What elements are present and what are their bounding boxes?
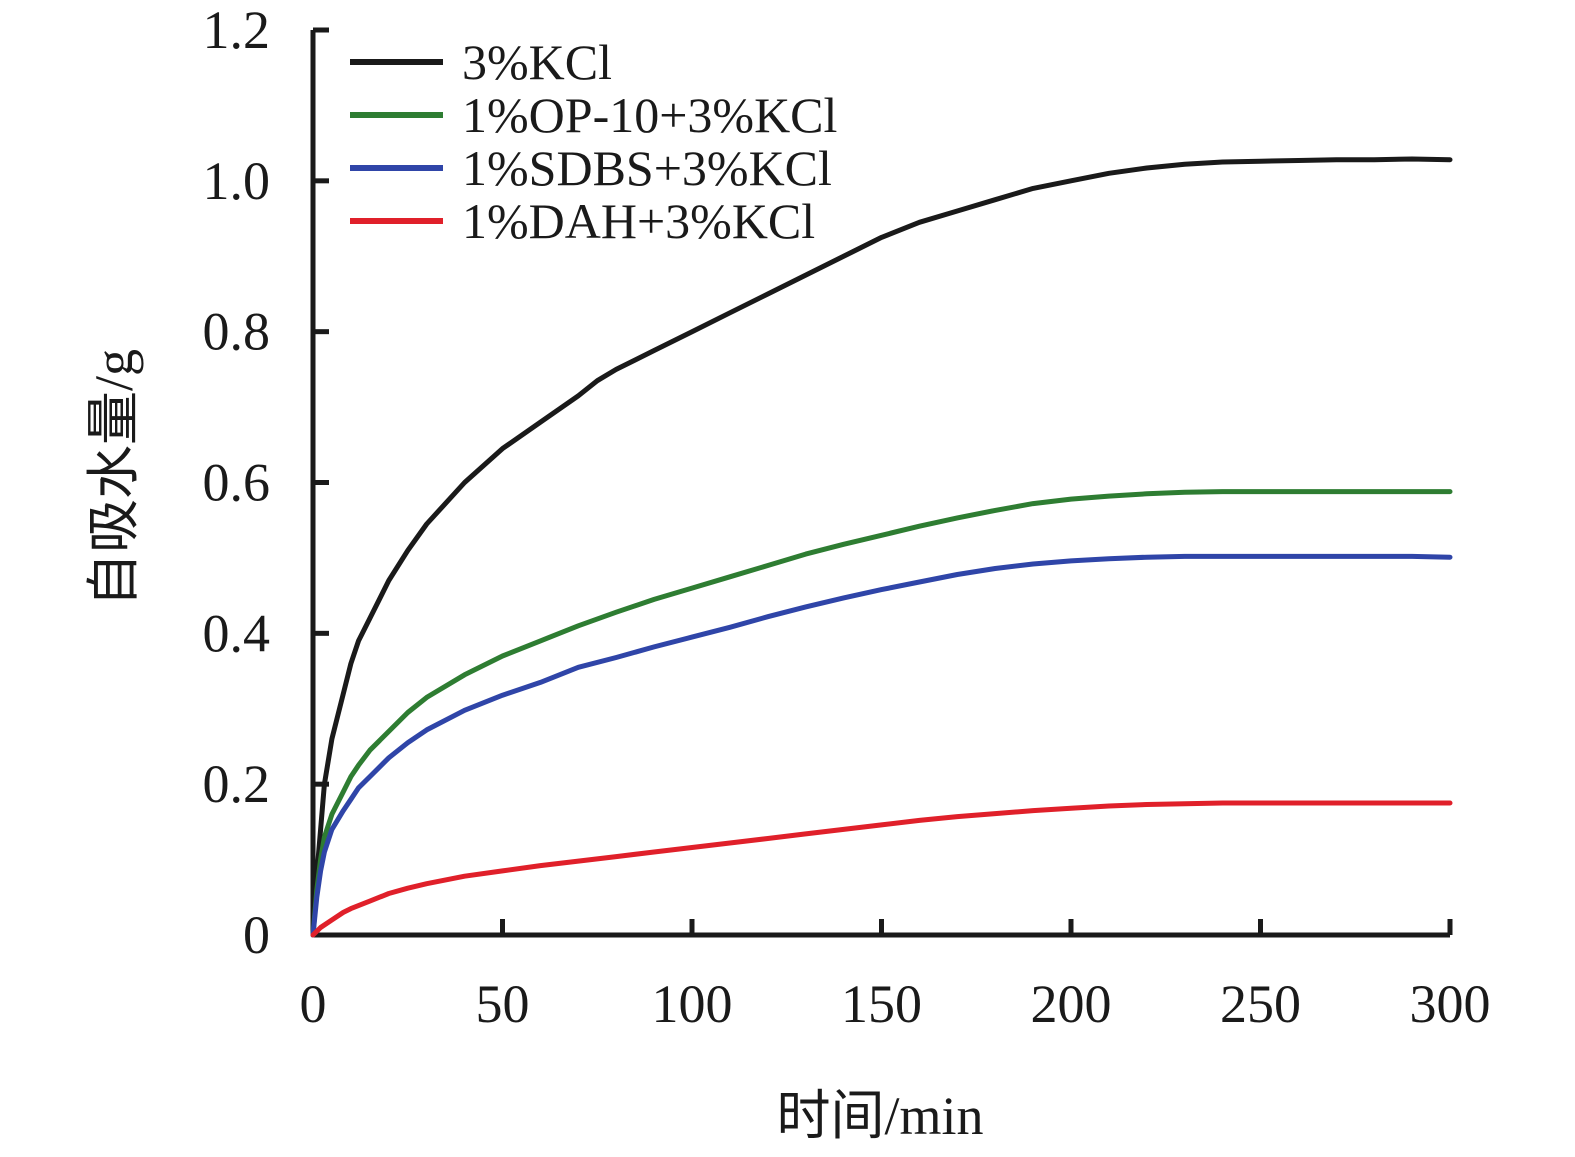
legend-label: 1%DAH+3%KCl	[462, 193, 815, 249]
x-tick-label: 300	[1410, 974, 1491, 1034]
series-line-3	[310, 553, 1453, 938]
y-tick-label: 0.6	[203, 453, 271, 513]
x-tick-label: 50	[476, 974, 530, 1034]
series-line-4	[310, 800, 1453, 938]
series-lines	[310, 156, 1453, 938]
y-axis-title: 自吸水量/g	[84, 349, 144, 607]
axes: 0 0.2 0.4 0.6 0.8 1.0 1.2 0 50 100 150 200 250 300	[203, 0, 1491, 1034]
x-tick-label: 250	[1220, 974, 1301, 1034]
legend-label: 3%KCl	[462, 34, 612, 90]
y-tick-label: 1.2	[203, 0, 271, 60]
x-axis-title: 时间/min	[776, 1086, 983, 1146]
series-line-2	[310, 489, 1453, 938]
y-tick-label: 0	[243, 905, 270, 965]
legend: 3%KCl1%OP-10+3%KCl1%SDBS+3%KCl1%DAH+3%KC…	[350, 34, 837, 249]
y-tick-label: 0.2	[203, 754, 271, 814]
x-tick-label: 200	[1031, 974, 1112, 1034]
x-tick-label: 100	[652, 974, 733, 1034]
legend-label: 1%OP-10+3%KCl	[462, 87, 837, 143]
y-tick-label: 0.8	[203, 302, 271, 362]
x-tick-label: 0	[300, 974, 327, 1034]
series-line-1	[310, 156, 1453, 938]
y-tick-label: 1.0	[203, 151, 271, 211]
y-tick-label: 0.4	[203, 603, 271, 663]
x-tick-label: 150	[841, 974, 922, 1034]
legend-label: 1%SDBS+3%KCl	[462, 140, 832, 196]
